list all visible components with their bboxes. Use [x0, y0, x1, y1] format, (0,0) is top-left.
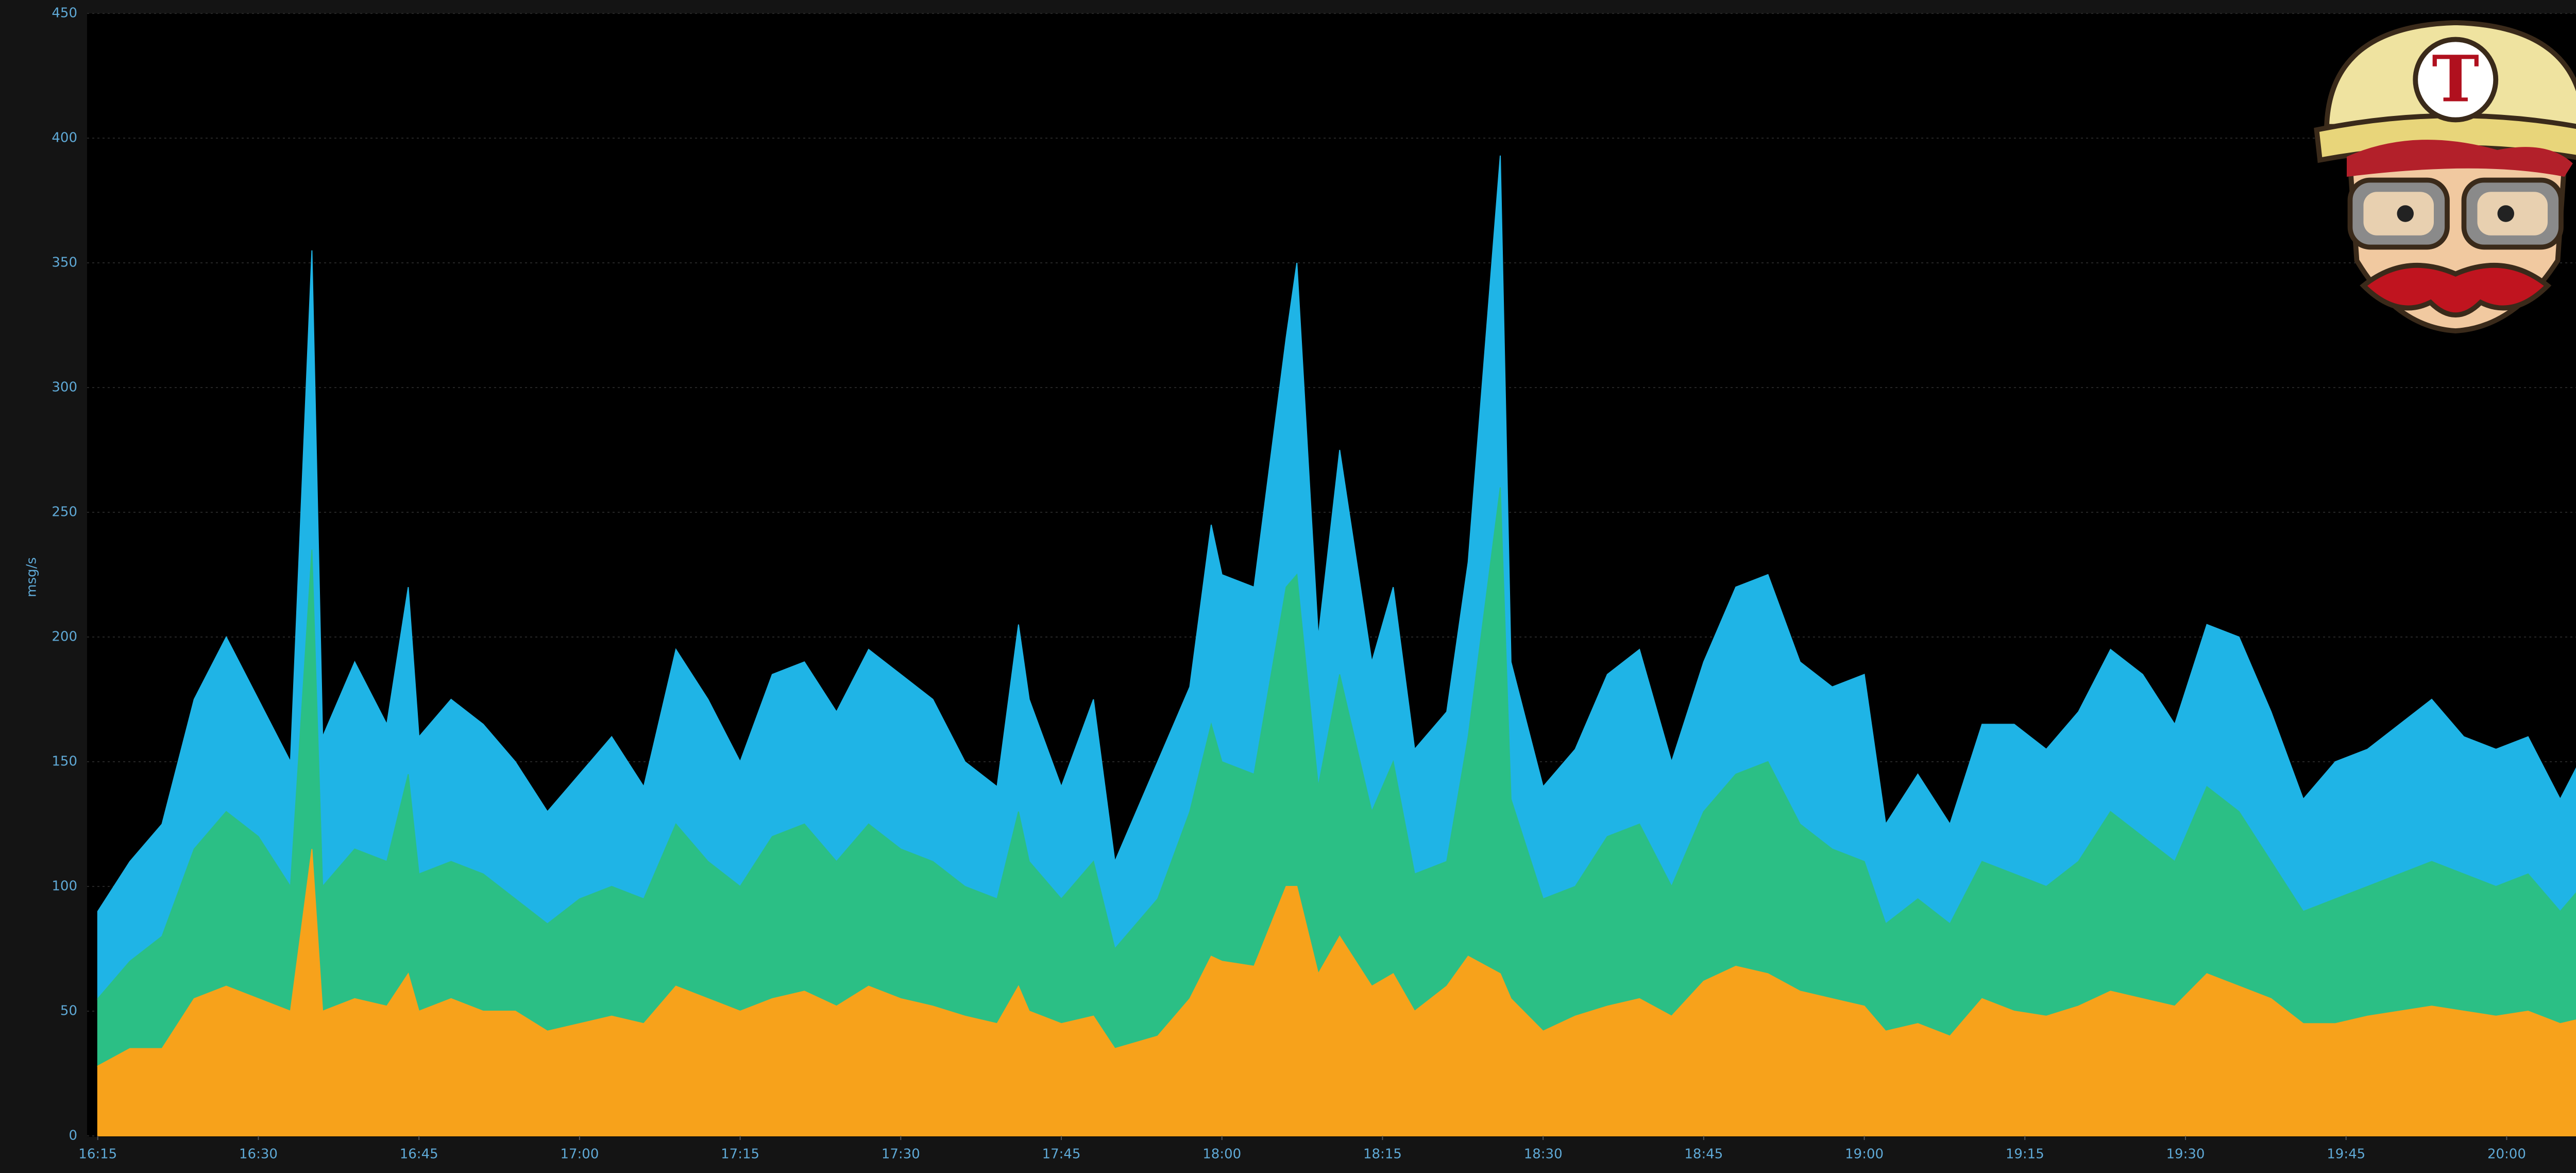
- x-tick-label: 17:45: [1042, 1147, 1081, 1162]
- x-tick-label: 18:30: [1524, 1147, 1563, 1162]
- x-tick-label: 19:15: [2006, 1147, 2044, 1162]
- x-tick-label: 20:00: [2487, 1147, 2526, 1162]
- y-tick-label: 0: [69, 1128, 77, 1144]
- page: msg/s T 0 50 100 150 200 250 300 350 400 450 16:15…: [0, 0, 2576, 1173]
- y-tick-label: 150: [52, 754, 77, 769]
- chart: msg/s T 0 50 100 150 200 250 300 350 400 450 16:15…: [0, 0, 2576, 1173]
- x-tick-label: 16:45: [400, 1147, 438, 1162]
- x-tick-label: 18:00: [1202, 1147, 1241, 1162]
- y-axis-label: msg/s: [24, 557, 40, 597]
- eye-left: [2397, 205, 2414, 222]
- y-tick-label: 350: [52, 255, 77, 271]
- x-tick-label: 16:15: [78, 1147, 117, 1162]
- y-tick-label: 50: [60, 1003, 77, 1019]
- y-tick-label: 250: [52, 505, 77, 520]
- x-tick-label: 17:15: [721, 1147, 759, 1162]
- x-tick-label: 16:30: [239, 1147, 278, 1162]
- x-tick-label: 19:30: [2166, 1147, 2205, 1162]
- x-tick-label: 19:45: [2327, 1147, 2365, 1162]
- eye-right: [2498, 205, 2515, 222]
- y-tick-label: 100: [52, 879, 77, 894]
- logo-letter: T: [2432, 42, 2479, 116]
- y-tick-label: 400: [52, 130, 77, 146]
- x-tick-label: 17:30: [882, 1147, 920, 1162]
- x-tick-label: 17:00: [560, 1147, 599, 1162]
- x-tick-label: 18:45: [1684, 1147, 1723, 1162]
- x-tick-label: 19:00: [1845, 1147, 1884, 1162]
- y-tick-label: 450: [52, 6, 77, 21]
- x-tick-label: 18:15: [1363, 1147, 1402, 1162]
- y-tick-label: 300: [52, 380, 77, 395]
- y-tick-label: 200: [52, 629, 77, 645]
